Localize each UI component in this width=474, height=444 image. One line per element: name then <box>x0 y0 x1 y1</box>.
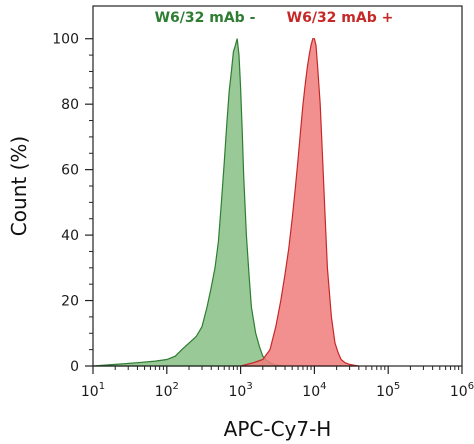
series-areas <box>92 38 359 367</box>
x-tick-label: 101 <box>81 381 105 400</box>
legend: W6/32 mAb - W6/32 mAb + <box>155 10 394 26</box>
y-tick-label: 100 <box>52 32 79 48</box>
series-area-2 <box>240 38 359 367</box>
y-tick-label: 80 <box>61 97 79 113</box>
x-tick-label: 105 <box>376 381 400 400</box>
plot-frame <box>92 5 463 367</box>
y-axis-title: Count (%) <box>7 136 31 236</box>
x-tick-label: 104 <box>302 381 326 400</box>
x-tick-label: 103 <box>228 381 252 400</box>
y-tick-label: 0 <box>70 359 79 375</box>
y-ticks: 0 20 40 60 80 100 <box>52 32 93 375</box>
axes <box>92 5 463 367</box>
x-axis-title: APC-Cy7-H <box>224 417 332 441</box>
y-tick-label: 20 <box>61 294 79 310</box>
legend-label-1: W6/32 mAb - <box>155 10 256 26</box>
y-tick-label: 40 <box>61 228 79 244</box>
series-area-1 <box>92 38 286 367</box>
y-tick-label: 60 <box>61 163 79 179</box>
x-ticks: 101 102 103 104 105 106 <box>81 366 474 400</box>
x-tick-label: 106 <box>450 381 474 400</box>
x-tick-label: 102 <box>155 381 179 400</box>
legend-label-2: W6/32 mAb + <box>287 10 394 26</box>
